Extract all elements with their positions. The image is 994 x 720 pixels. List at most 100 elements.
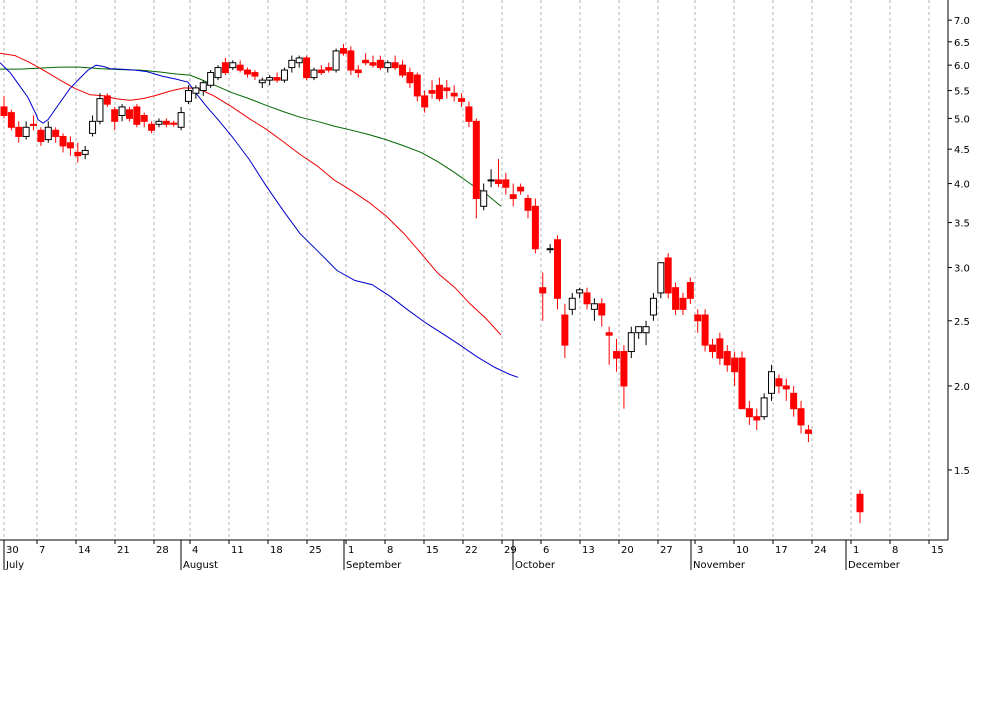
candle xyxy=(103,93,111,107)
candle-body xyxy=(768,371,776,394)
x-tick-label: 15 xyxy=(426,545,439,556)
candle-body xyxy=(502,179,510,188)
candle-body xyxy=(790,392,798,410)
candle xyxy=(804,424,812,443)
candle-body xyxy=(244,69,252,75)
y-tick-label: 6.5 xyxy=(954,38,970,49)
x-tick-label: 13 xyxy=(582,545,595,556)
candle xyxy=(458,93,466,107)
candle-body xyxy=(59,135,67,147)
x-tick-label: 1 xyxy=(853,545,859,556)
ma-medium-line xyxy=(0,52,502,336)
candle xyxy=(273,72,281,83)
candle xyxy=(332,48,340,73)
x-tick-label: 17 xyxy=(775,545,788,556)
candle xyxy=(266,75,274,86)
y-tick-label: 6.0 xyxy=(954,61,970,72)
candle-body xyxy=(598,303,606,316)
candle-body xyxy=(494,179,502,185)
candle xyxy=(177,106,185,131)
x-tick-label: 3 xyxy=(697,545,703,556)
candle xyxy=(649,292,657,321)
candle xyxy=(686,277,694,304)
candle xyxy=(0,95,8,119)
moving-averages xyxy=(0,52,519,378)
candle xyxy=(524,194,532,219)
candle-body xyxy=(148,123,156,131)
candle-body xyxy=(207,72,215,86)
candle-body xyxy=(391,62,399,69)
candle xyxy=(450,85,458,102)
candle xyxy=(856,490,864,524)
candle xyxy=(30,115,38,131)
candle xyxy=(310,67,318,81)
month-label: October xyxy=(515,560,556,571)
candle xyxy=(413,72,421,102)
candle-body xyxy=(133,106,141,125)
candle-body xyxy=(362,59,370,64)
candle xyxy=(679,292,687,315)
candle xyxy=(745,400,753,425)
month-label: August xyxy=(183,560,218,571)
candle xyxy=(539,272,547,321)
candle xyxy=(22,121,30,140)
candle-body xyxy=(856,493,864,513)
candle-body xyxy=(288,59,296,69)
candle-body xyxy=(162,120,170,125)
candle-body xyxy=(96,98,104,122)
candle xyxy=(303,55,311,81)
candle xyxy=(561,303,569,359)
candle xyxy=(694,309,702,333)
candle-body xyxy=(745,408,753,418)
x-tick-label: 4 xyxy=(192,545,198,556)
candle-body xyxy=(103,95,111,105)
candle-body xyxy=(804,429,812,434)
candle xyxy=(111,106,119,131)
candle xyxy=(339,44,347,56)
candle-body xyxy=(295,57,303,64)
y-tick-label: 5.5 xyxy=(954,87,970,98)
candle-body xyxy=(546,248,554,251)
candle-body xyxy=(155,120,163,125)
candle xyxy=(797,400,805,434)
candle xyxy=(731,351,739,386)
candle xyxy=(627,326,635,359)
candle xyxy=(568,292,576,315)
x-tick-label: 8 xyxy=(387,545,393,556)
candle xyxy=(96,93,104,125)
candle-body xyxy=(664,257,672,294)
candle-body xyxy=(694,314,702,322)
grid-lines xyxy=(3,0,930,540)
candle xyxy=(487,169,495,188)
candle-body xyxy=(472,120,480,200)
candle-body xyxy=(170,122,178,125)
month-labels: July August September October November Decemb… xyxy=(3,540,901,571)
candle xyxy=(598,298,606,327)
candle xyxy=(155,118,163,128)
candle xyxy=(362,53,370,66)
candle xyxy=(59,133,67,153)
candle-body xyxy=(303,57,311,79)
candle xyxy=(716,332,724,365)
y-tick-label: 2.0 xyxy=(954,382,970,393)
month-label: July xyxy=(5,560,24,571)
candle-body xyxy=(731,357,739,373)
candle-body xyxy=(140,114,148,122)
candle-body xyxy=(539,287,547,294)
candle-body xyxy=(679,297,687,310)
candle-body xyxy=(236,64,244,71)
candle xyxy=(531,198,539,254)
candle-body xyxy=(52,129,60,137)
y-axis-ticks: 7.0 6.5 6.0 5.5 5.0 4.5 4.0 3.5 3.0 2.5 2.0 1.5 xyxy=(948,16,970,477)
candle xyxy=(605,326,613,365)
candle xyxy=(583,287,591,310)
candle-body xyxy=(738,357,746,410)
candle xyxy=(620,345,628,409)
candle xyxy=(185,85,192,105)
candle-body xyxy=(376,59,384,69)
candle xyxy=(502,172,510,195)
month-label: September xyxy=(346,560,402,571)
candle xyxy=(244,67,252,78)
candle xyxy=(89,115,97,137)
